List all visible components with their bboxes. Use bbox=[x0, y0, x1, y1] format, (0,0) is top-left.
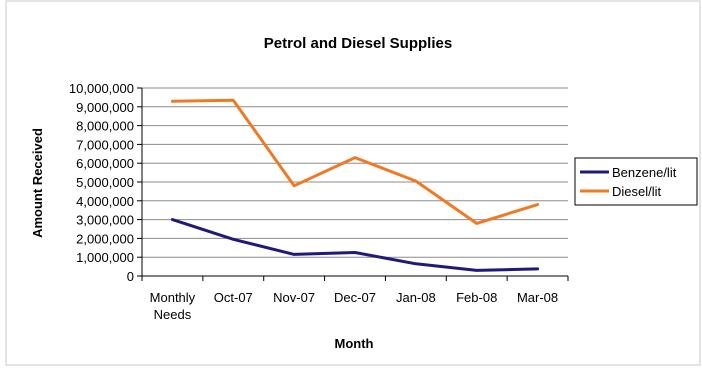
legend: Benzene/lit Diesel/lit bbox=[574, 157, 698, 206]
legend-box bbox=[574, 157, 698, 206]
y-tick-label: 2,000,000 bbox=[76, 231, 134, 246]
x-tick-labels: Monthly Needs Oct-07 Nov-07 Dec-07 Jan-08 Feb-… bbox=[150, 290, 559, 322]
x-tick-label: Nov-07 bbox=[273, 290, 315, 305]
y-tick-labels: 0 1,000,000 2,000,000 3,000,000 4,000,000 5,0… bbox=[69, 81, 134, 284]
y-tick-label: 3,000,000 bbox=[76, 213, 134, 228]
y-tick-label: 0 bbox=[127, 269, 134, 284]
y-tick-label: 5,000,000 bbox=[76, 175, 134, 190]
y-tick-label: 8,000,000 bbox=[76, 119, 134, 134]
x-tick-label: Dec-07 bbox=[334, 290, 376, 305]
series-line-diesel-lit bbox=[170, 98, 540, 225]
legend-label-benzene-lit: Benzene/lit bbox=[612, 165, 677, 180]
legend-label-diesel-lit: Diesel/lit bbox=[612, 184, 662, 199]
axes bbox=[137, 87, 569, 281]
y-tick-label: 7,000,000 bbox=[76, 137, 134, 152]
x-tick-label: Jan-08 bbox=[396, 290, 436, 305]
series-line-benzene-lit bbox=[170, 218, 540, 272]
y-tick-label: 9,000,000 bbox=[76, 100, 134, 115]
series-lines bbox=[170, 98, 540, 272]
x-axis-title: Month bbox=[335, 336, 374, 351]
x-tick-label: Feb-08 bbox=[456, 290, 497, 305]
x-tick-label: Monthly Needs bbox=[150, 290, 196, 322]
y-tick-label: 1,000,000 bbox=[76, 250, 134, 265]
y-tick-label: 6,000,000 bbox=[76, 156, 134, 171]
chart-title: Petrol and Diesel Supplies bbox=[264, 35, 452, 52]
y-tick-label: 4,000,000 bbox=[76, 194, 134, 209]
x-tick-label: Oct-07 bbox=[214, 290, 253, 305]
y-axis-title: Amount Received bbox=[30, 128, 45, 238]
x-tick-label: Mar-08 bbox=[517, 290, 558, 305]
gridlines bbox=[142, 87, 568, 258]
y-tick-label: 10,000,000 bbox=[69, 81, 134, 96]
